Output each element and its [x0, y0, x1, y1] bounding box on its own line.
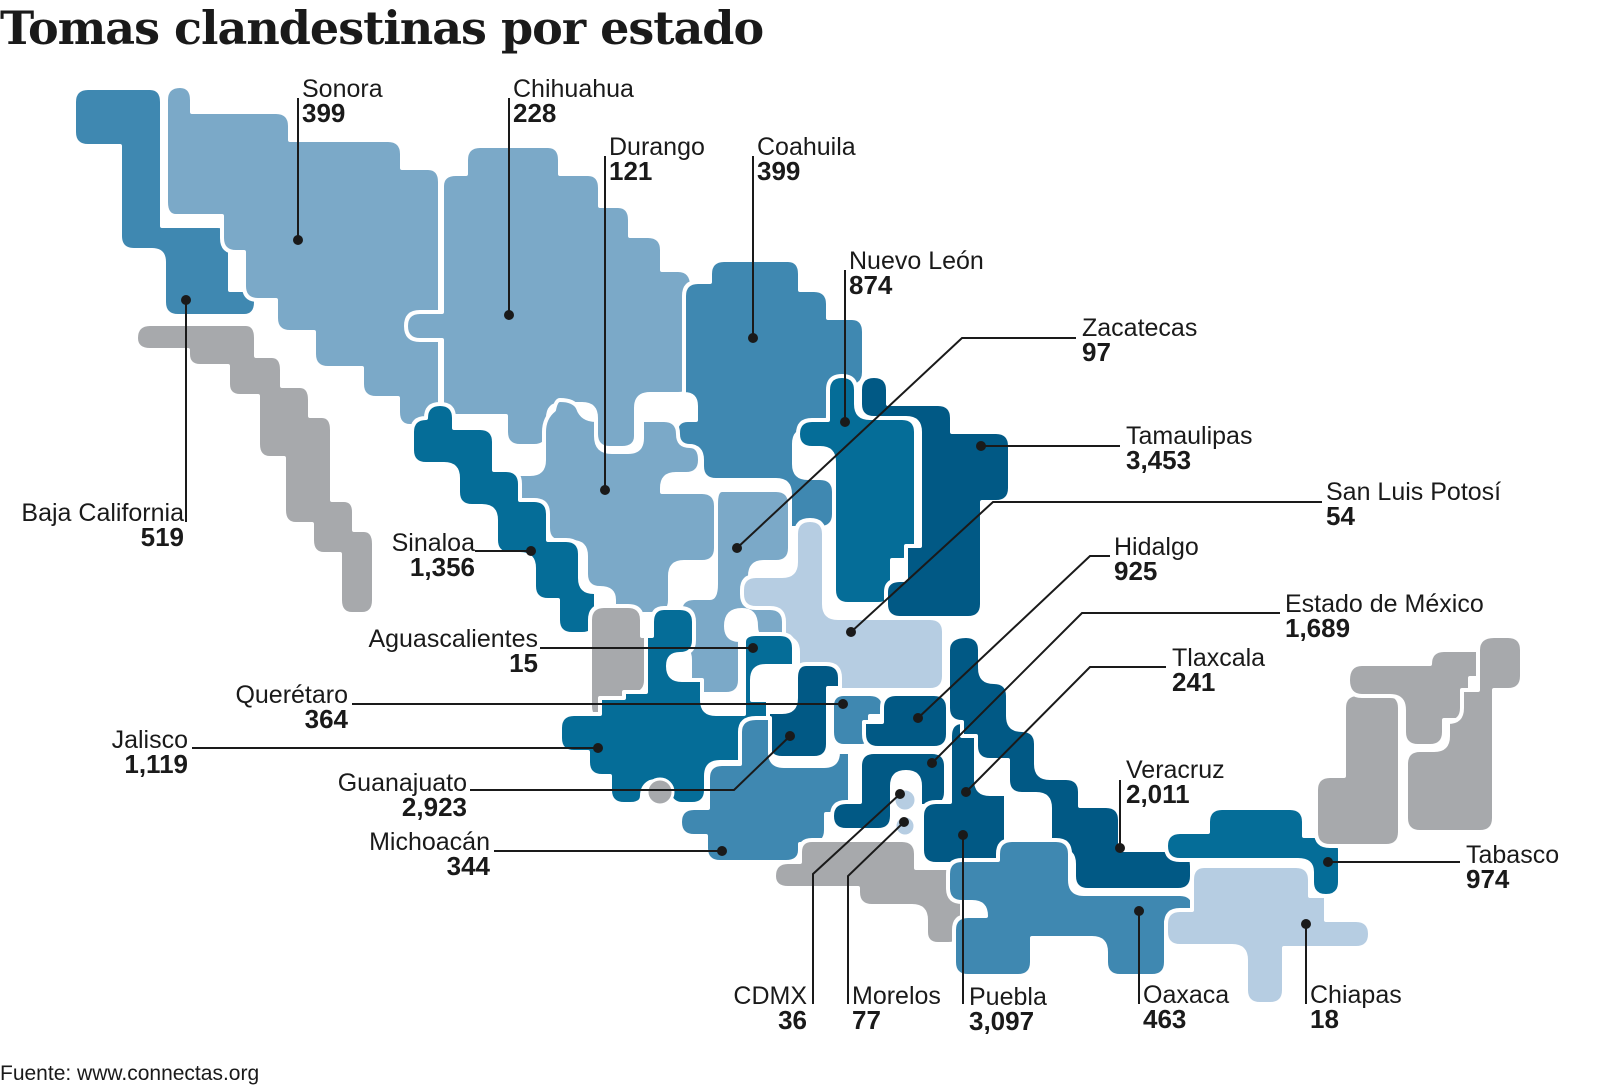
label-name-cdmx: CDMX [733, 982, 807, 1010]
dot-san-luis-potosi [846, 627, 856, 637]
dot-jalisco [593, 743, 603, 753]
dot-zacatecas [732, 543, 742, 553]
label-name-aguascalientes: Aguascalientes [368, 625, 538, 653]
label-value-veracruz: 2,011 [1126, 779, 1190, 809]
label-name-tamaulipas: Tamaulipas [1126, 422, 1252, 450]
state-shape-oaxaca[interactable] [946, 838, 1196, 978]
label-value-sonora: 399 [302, 98, 345, 128]
label-name-chiapas: Chiapas [1310, 981, 1402, 1009]
label-name-chihuahua: Chihuahua [513, 75, 634, 103]
leader-san-luis-potosi [850, 501, 1322, 633]
label-value-cdmx: 36 [778, 1005, 807, 1035]
leader-morelos [847, 821, 905, 1004]
label-value-baja-california: 519 [141, 522, 184, 552]
dot-baja-california [181, 295, 191, 305]
label-name-sinaloa: Sinaloa [392, 529, 475, 557]
dot-nuevo-leon [840, 417, 850, 427]
state-shape-estado-de-mexico[interactable] [830, 750, 948, 832]
leader-zacatecas [736, 337, 1076, 549]
label-name-veracruz: Veracruz [1126, 756, 1225, 784]
state-shape-colima [645, 777, 675, 807]
dot-tamaulipas [976, 441, 986, 451]
label-name-estado-de-mexico: Estado de México [1285, 590, 1484, 618]
label-value-nuevo-leon: 874 [849, 270, 893, 300]
label-value-coahuila: 399 [757, 156, 800, 186]
label-name-jalisco: Jalisco [112, 726, 188, 754]
dot-puebla [958, 830, 968, 840]
label-name-baja-california: Baja California [21, 499, 184, 527]
label-value-tabasco: 974 [1466, 864, 1510, 894]
label-value-durango: 121 [609, 156, 652, 186]
label-value-michoacan: 344 [447, 851, 491, 881]
label-value-hidalgo: 925 [1114, 556, 1157, 586]
dot-tabasco [1323, 857, 1333, 867]
dot-michoacan [717, 846, 727, 856]
leader-tlaxcala [965, 666, 1166, 793]
dot-chiapas [1301, 919, 1311, 929]
dot-veracruz [1115, 843, 1125, 853]
label-value-zacatecas: 97 [1082, 337, 1111, 367]
label-value-oaxaca: 463 [1143, 1004, 1186, 1034]
dot-hidalgo [913, 713, 923, 723]
label-name-san-luis-potosi: San Luis Potosí [1326, 478, 1501, 506]
dot-guanajuato [785, 731, 795, 741]
source-note: Fuente: www.connectas.org [0, 1062, 260, 1085]
label-name-sonora: Sonora [302, 75, 383, 103]
label-name-oaxaca: Oaxaca [1143, 981, 1229, 1009]
dot-estado-de-mexico [927, 758, 937, 768]
label-name-zacatecas: Zacatecas [1082, 314, 1197, 342]
label-value-guanajuato: 2,923 [402, 792, 467, 822]
leader-guanajuato [470, 735, 791, 791]
state-shape-baja-california-sur [134, 322, 376, 616]
label-name-queretaro: Querétaro [235, 681, 348, 709]
dot-tlaxcala [961, 787, 971, 797]
leader-hidalgo [917, 555, 1110, 719]
label-name-nuevo-leon: Nuevo León [849, 247, 984, 275]
label-value-estado-de-mexico: 1,689 [1285, 613, 1350, 643]
label-value-puebla: 3,097 [969, 1006, 1034, 1036]
dot-oaxaca [1134, 906, 1144, 916]
label-value-chihuahua: 228 [513, 98, 556, 128]
label-value-tamaulipas: 3,453 [1126, 445, 1191, 475]
label-name-tabasco: Tabasco [1466, 841, 1559, 869]
label-name-hidalgo: Hidalgo [1114, 533, 1199, 561]
label-name-michoacan: Michoacán [369, 828, 490, 856]
label-value-tlaxcala: 241 [1172, 667, 1215, 697]
label-name-coahuila: Coahuila [757, 133, 856, 161]
dot-queretaro [838, 699, 848, 709]
state-shape-quintana-roo [1404, 634, 1524, 834]
label-value-san-luis-potosi: 54 [1326, 501, 1355, 531]
state-shape-campeche [1314, 692, 1402, 848]
state-shape-guanajuato[interactable] [766, 662, 842, 760]
label-name-tlaxcala: Tlaxcala [1172, 644, 1265, 672]
dot-durango [600, 485, 610, 495]
label-value-sinaloa: 1,356 [410, 552, 475, 582]
dot-morelos [899, 817, 909, 827]
state-shape-chiapas[interactable] [1164, 864, 1372, 1006]
leader-estado-de-mexico [931, 612, 1280, 764]
state-shape-sinaloa[interactable] [410, 402, 598, 636]
state-shape-chihuahua[interactable] [404, 144, 694, 450]
label-name-durango: Durango [609, 133, 705, 161]
label-value-aguascalientes: 15 [509, 648, 538, 678]
map-title: Tomas clandestinas por estado [0, 1, 764, 55]
leader-cdmx [812, 793, 901, 1004]
label-value-chiapas: 18 [1310, 1004, 1339, 1034]
dot-sinaloa [526, 546, 536, 556]
dot-cdmx [895, 789, 905, 799]
label-name-morelos: Morelos [852, 982, 941, 1010]
label-value-queretaro: 364 [305, 704, 349, 734]
dot-aguascalientes [748, 643, 758, 653]
dot-chihuahua [504, 310, 514, 320]
label-value-jalisco: 1,119 [124, 749, 188, 779]
label-value-morelos: 77 [852, 1005, 881, 1035]
dot-sonora [293, 235, 303, 245]
label-name-puebla: Puebla [969, 983, 1047, 1011]
dot-coahuila [748, 333, 758, 343]
state-shape-sonora[interactable] [164, 84, 442, 428]
label-name-guanajuato: Guanajuato [338, 769, 467, 797]
